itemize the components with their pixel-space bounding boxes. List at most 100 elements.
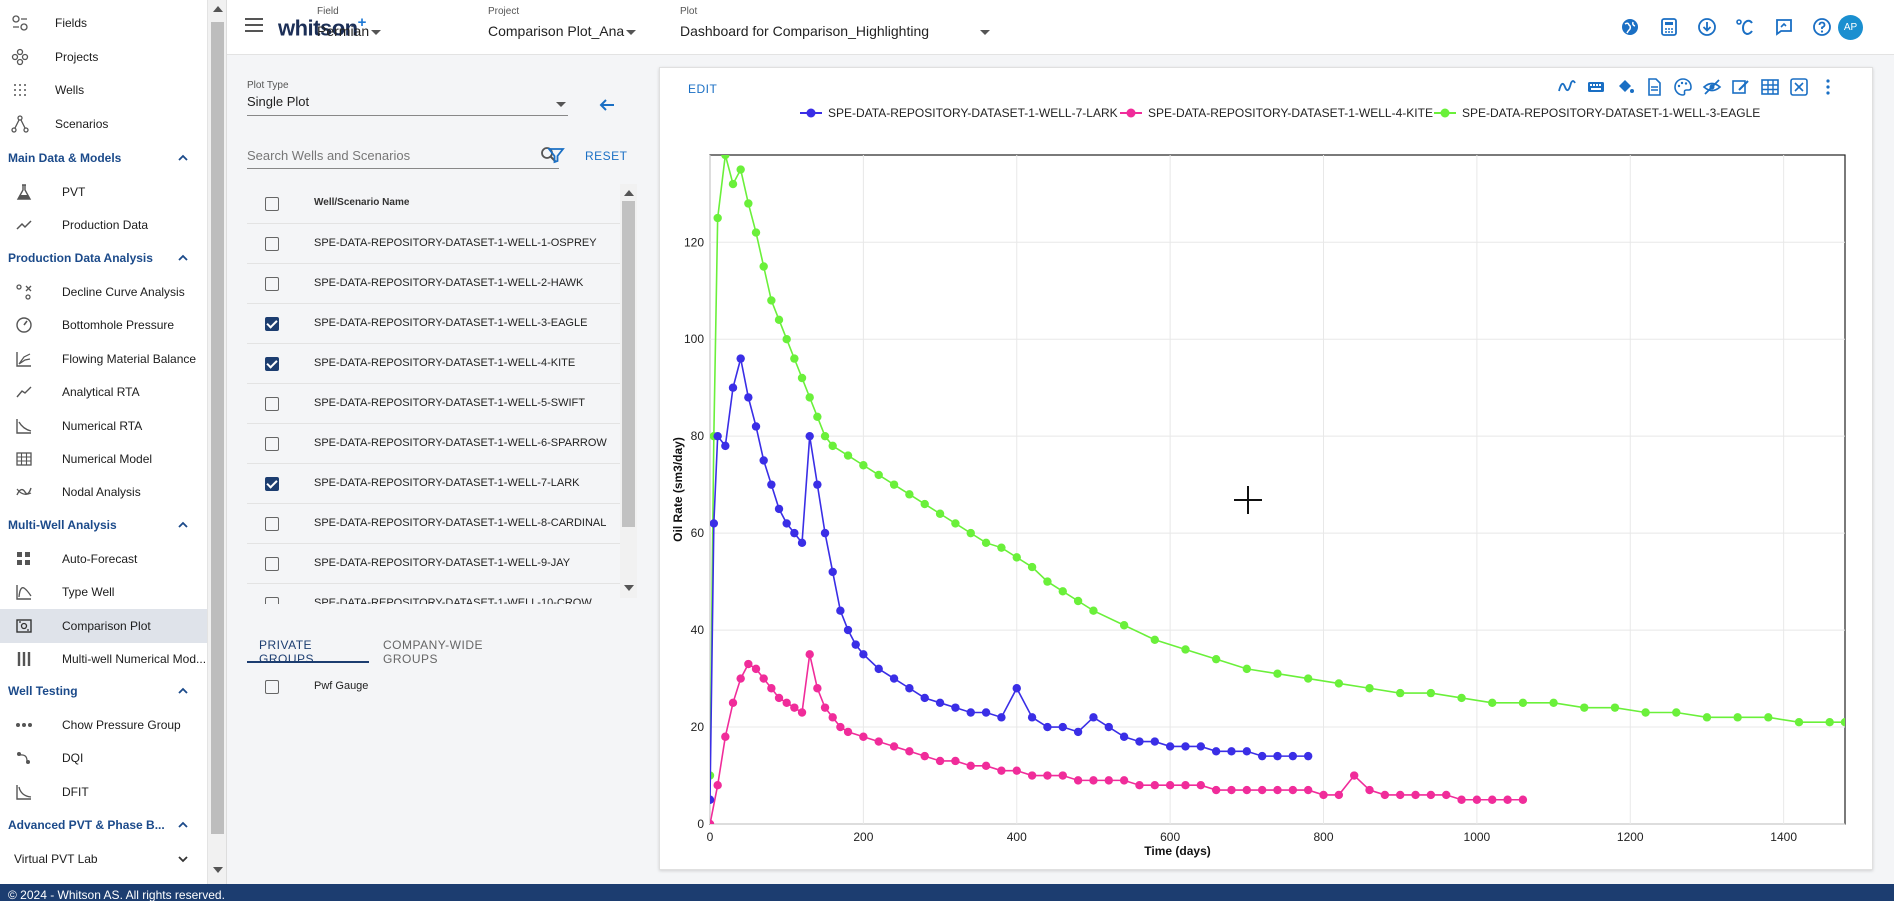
arrow-back-icon[interactable] (595, 93, 619, 117)
sidebar-item-numerical-model[interactable]: Numerical Model (0, 442, 207, 476)
comparison-chart[interactable]: 0 200 400 600 800 1000 1200 1400 0 20 40 60 80 100 120… (660, 68, 1872, 869)
data-point (805, 393, 814, 402)
hamburger-menu-icon[interactable] (245, 18, 263, 32)
edit-button[interactable]: EDIT (688, 82, 718, 96)
sidebar-item-dfit[interactable]: DFIT (0, 775, 207, 809)
data-point (1764, 713, 1773, 722)
sidebar-item-pvt[interactable]: PVT (0, 175, 207, 209)
well-row[interactable]: SPE-DATA-REPOSITORY-DATASET-1-WELL-2-HAW… (247, 264, 620, 304)
sidebar-item-type-well[interactable]: Type Well (0, 575, 207, 609)
calculator-icon[interactable] (1657, 15, 1681, 39)
sidebar-section-header[interactable]: Advanced PVT & Phase B... (0, 810, 207, 840)
plot-type-select[interactable]: Plot Type Single Plot (247, 80, 568, 116)
fit-icon[interactable] (1788, 76, 1810, 98)
palette-icon[interactable] (1672, 76, 1694, 98)
data-point (728, 698, 738, 708)
data-point (751, 228, 761, 237)
tab-company-wide-groups[interactable]: COMPANY-WIDE GROUPS (383, 638, 484, 666)
sidebar-item-numerical-rta[interactable]: Numerical RTA (0, 409, 207, 443)
sidebar-item-dqi[interactable]: DQI (0, 741, 207, 775)
well-checkbox[interactable] (265, 357, 279, 371)
sidebar-item-projects[interactable]: Projects (0, 40, 207, 74)
data-point (1273, 669, 1282, 678)
sidebar-scrollbar[interactable] (208, 0, 227, 884)
well-checkbox[interactable] (265, 597, 279, 604)
well-row[interactable]: SPE-DATA-REPOSITORY-DATASET-1-WELL-3-EAG… (247, 304, 620, 344)
download-icon[interactable] (1695, 15, 1719, 39)
plot-type-value: Single Plot (247, 94, 310, 109)
scroll-down-arrow-icon[interactable] (624, 585, 634, 591)
scroll-thumb[interactable] (211, 22, 224, 834)
keyboard-icon[interactable] (1585, 76, 1607, 98)
table-icon[interactable] (1759, 76, 1781, 98)
scroll-down-arrow-icon[interactable] (213, 867, 223, 873)
more-icon[interactable] (1817, 76, 1839, 98)
well-row[interactable]: SPE-DATA-REPOSITORY-DATASET-1-WELL-10-CR… (247, 584, 620, 604)
sidebar-item-virtual-pvt-lab[interactable]: Virtual PVT Lab (0, 842, 207, 874)
sidebar-item-nodal-analysis[interactable]: Nodal Analysis (0, 475, 207, 509)
sidebar-item-bottomhole-pressure[interactable]: Bottomhole Pressure (0, 308, 207, 342)
sidebar-item-chow-pressure-group[interactable]: Chow Pressure Group (0, 708, 207, 742)
scroll-up-arrow-icon[interactable] (213, 6, 223, 12)
celsius-icon[interactable] (1733, 15, 1757, 39)
scroll-up-arrow-icon[interactable] (624, 190, 634, 196)
sidebar-section-header[interactable]: Production Data Analysis (0, 243, 207, 273)
x-axis-label: Time (days) (1144, 844, 1210, 858)
sidebar-item-comparison-plot[interactable]: Comparison Plot (0, 608, 207, 643)
sidebar-item-auto-forecast[interactable]: Auto-Forecast (0, 542, 207, 576)
well-row[interactable]: SPE-DATA-REPOSITORY-DATASET-1-WELL-8-CAR… (247, 504, 620, 544)
sidebar-item-analytical-rta[interactable]: Analytical RTA (0, 375, 207, 409)
well-checkbox[interactable] (265, 517, 279, 531)
sidebar-item-fields[interactable]: Fields (0, 6, 207, 40)
data-point (1165, 781, 1175, 790)
well-row[interactable]: SPE-DATA-REPOSITORY-DATASET-1-WELL-7-LAR… (247, 464, 620, 504)
data-point (828, 441, 837, 451)
group-row[interactable]: Pwf Gauge (247, 667, 640, 707)
well-row[interactable]: SPE-DATA-REPOSITORY-DATASET-1-WELL-6-SPA… (247, 424, 620, 464)
well-checkbox[interactable] (265, 317, 279, 331)
well-row[interactable]: SPE-DATA-REPOSITORY-DATASET-1-WELL-5-SWI… (247, 384, 620, 424)
fill-color-icon[interactable] (1614, 76, 1636, 98)
hide-icon[interactable] (1701, 76, 1723, 98)
group-checkbox[interactable] (265, 680, 279, 694)
sidebar-section-header[interactable]: Multi-Well Analysis (0, 510, 207, 540)
sidebar-section-header[interactable]: Main Data & Models (0, 143, 207, 173)
sidebar-section-header[interactable]: Well Testing (0, 676, 207, 706)
well-checkbox[interactable] (265, 237, 279, 251)
well-row[interactable]: SPE-DATA-REPOSITORY-DATASET-1-WELL-1-OSP… (247, 224, 620, 264)
sidebar-item-wells[interactable]: Wells (0, 73, 207, 107)
reset-button[interactable]: RESET (585, 149, 628, 163)
series-2 (710, 650, 1528, 824)
well-row[interactable]: SPE-DATA-REPOSITORY-DATASET-1-WELL-9-JAY (247, 544, 620, 584)
select-all-checkbox[interactable] (265, 197, 279, 211)
field-select[interactable]: Field Permian (317, 6, 382, 39)
well-checkbox[interactable] (265, 477, 279, 491)
well-checkbox[interactable] (265, 277, 279, 291)
user-avatar[interactable]: AP (1838, 15, 1863, 40)
globe-icon[interactable] (1618, 15, 1642, 39)
tab-private-groups[interactable]: PRIVATE GROUPS (247, 633, 369, 666)
sidebar-item-multi-well-numerical-mod[interactable]: Multi-well Numerical Mod... (0, 642, 207, 676)
document-icon[interactable] (1643, 76, 1665, 98)
sidebar-item-flowing-material-balance[interactable]: Flowing Material Balance (0, 342, 207, 376)
well-checkbox[interactable] (265, 437, 279, 451)
sidebar-item-decline-curve-analysis[interactable]: Decline Curve Analysis (0, 275, 207, 309)
sidebar-item-scenarios[interactable]: Scenarios (0, 107, 207, 141)
well-checkbox[interactable] (265, 557, 279, 571)
sidebar-item-production-data[interactable]: Production Data (0, 208, 207, 242)
filter-icon[interactable] (547, 146, 565, 164)
search-input[interactable] (247, 142, 517, 168)
well-list-rows: Well/Scenario Name SPE-DATA-REPOSITORY-DA… (247, 184, 620, 604)
well-checkbox[interactable] (265, 397, 279, 411)
feedback-icon[interactable] (1772, 15, 1796, 39)
help-icon[interactable] (1810, 15, 1834, 39)
scroll-thumb[interactable] (622, 201, 635, 527)
smoothing-icon[interactable] (1556, 76, 1578, 98)
well-list-scrollbar[interactable] (620, 184, 637, 598)
y-tick-label: 40 (691, 623, 705, 637)
annotate-icon[interactable] (1730, 76, 1752, 98)
plot-select[interactable]: Plot Dashboard for Comparison_Highlighti… (680, 6, 995, 39)
well-row[interactable]: SPE-DATA-REPOSITORY-DATASET-1-WELL-4-KIT… (247, 344, 620, 384)
project-select[interactable]: Project Comparison Plot_Ana (488, 6, 638, 39)
brand-logo[interactable]: whitson+ (278, 14, 366, 41)
